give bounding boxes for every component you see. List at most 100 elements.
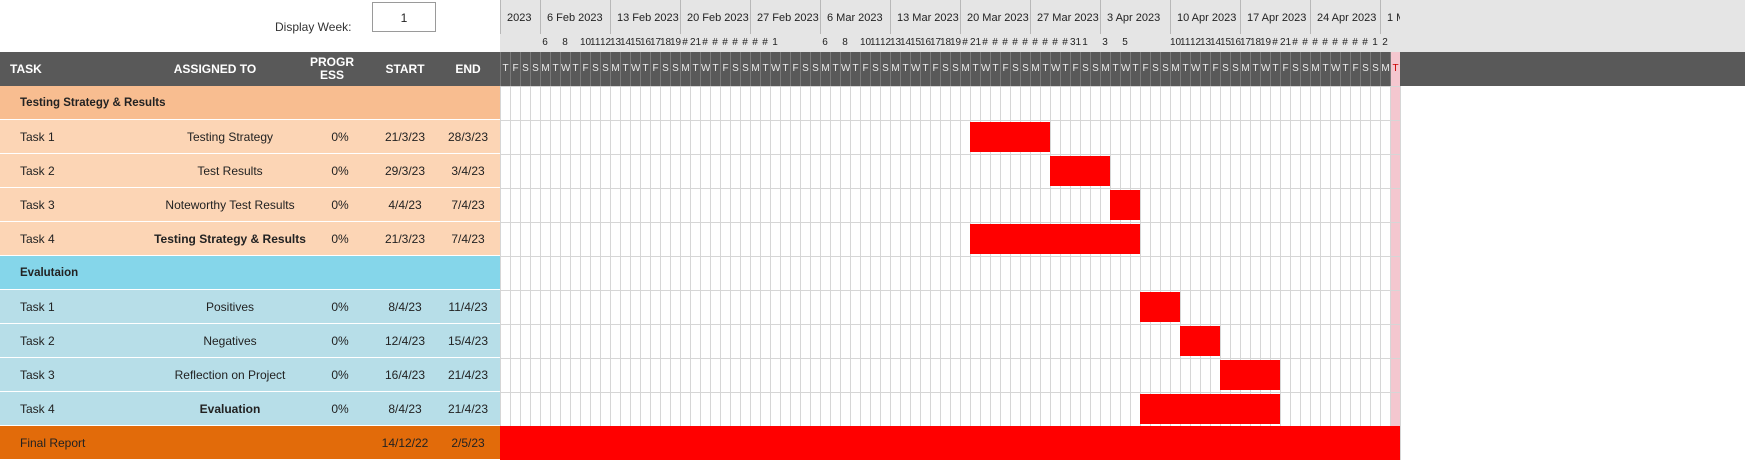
start-date[interactable]: 12/4/23: [384, 333, 426, 348]
progress-value[interactable]: [315, 426, 365, 459]
day-letter: F: [720, 52, 730, 86]
end-date[interactable]: 11/4/23: [448, 299, 488, 314]
progress-value[interactable]: [315, 256, 365, 289]
day-letter: T: [1390, 52, 1400, 86]
start-date[interactable]: 29/3/23: [384, 163, 426, 178]
day-number: #: [1322, 37, 1328, 48]
start-date[interactable]: 8/4/23: [388, 299, 422, 314]
assigned-to[interactable]: Evaluation: [199, 401, 261, 416]
assigned-to[interactable]: Reflection on Project: [174, 367, 286, 382]
final-report-row[interactable]: Final Report 14/12/22 2/5/23: [0, 426, 500, 460]
task-bar[interactable]: [1140, 292, 1180, 322]
final-report-bar[interactable]: [500, 426, 1400, 460]
day-letter: M: [680, 52, 690, 86]
assigned-to[interactable]: Testing Strategy & Results: [154, 231, 306, 246]
task-row[interactable]: Task 3 Noteworthy Test Results 0% 4/4/23 7/4…: [0, 188, 500, 222]
end-date[interactable]: [438, 86, 498, 119]
day-letter: F: [1280, 52, 1290, 86]
task-bar[interactable]: [1220, 360, 1280, 390]
task-name[interactable]: Final Report: [20, 435, 86, 450]
day-letter: M: [540, 52, 550, 86]
column-header-end[interactable]: END: [455, 61, 481, 76]
day-number: #: [1332, 37, 1338, 48]
task-row[interactable]: Task 1 Positives 0% 8/4/23 11/4/23: [0, 290, 500, 324]
start-date[interactable]: 4/4/23: [388, 197, 422, 212]
day-letter: T: [970, 52, 980, 86]
day-letter: W: [1050, 52, 1060, 86]
progress-value[interactable]: 0%: [331, 401, 349, 416]
task-name[interactable]: Evalutaion: [20, 266, 79, 279]
end-date[interactable]: 21/4/23: [447, 367, 489, 382]
task-bar[interactable]: [1110, 190, 1140, 220]
start-date[interactable]: 16/4/23: [384, 367, 426, 382]
task-name[interactable]: Testing Strategy & Results: [20, 96, 166, 109]
progress-value[interactable]: 0%: [331, 163, 349, 178]
task-bar[interactable]: [970, 224, 1140, 254]
display-week-input[interactable]: 1: [372, 2, 436, 32]
week-label: 17 Apr 2023: [1240, 0, 1310, 34]
column-header-start[interactable]: START: [385, 61, 425, 76]
assigned-to[interactable]: Positives: [205, 299, 255, 314]
end-date[interactable]: 7/4/23: [451, 197, 485, 212]
day-letter: F: [1350, 52, 1360, 86]
column-header-assigned[interactable]: ASSIGNED TO: [173, 61, 257, 76]
day-number: #: [1022, 37, 1028, 48]
assigned-to[interactable]: Noteworthy Test Results: [165, 197, 295, 212]
task-name[interactable]: Task 4: [20, 231, 55, 246]
task-bar[interactable]: [1180, 326, 1220, 356]
task-row[interactable]: Task 4 Evaluation 0% 8/4/23 21/4/23: [0, 392, 500, 426]
start-date[interactable]: 21/3/23: [384, 129, 426, 144]
progress-value[interactable]: 0%: [331, 231, 349, 246]
start-date[interactable]: 8/4/23: [388, 401, 422, 416]
section-row[interactable]: Testing Strategy & Results: [0, 86, 500, 120]
progress-value[interactable]: 0%: [331, 367, 349, 382]
day-number: #: [1042, 37, 1048, 48]
start-date[interactable]: 14/12/22: [381, 435, 429, 450]
task-row[interactable]: Task 2 Negatives 0% 12/4/23 15/4/23: [0, 324, 500, 358]
task-row[interactable]: Task 4 Testing Strategy & Results 0% 21/3/2…: [0, 222, 500, 256]
task-name[interactable]: Task 3: [20, 367, 55, 382]
assigned-to[interactable]: Negatives: [203, 333, 257, 348]
end-date[interactable]: 28/3/23: [447, 129, 489, 144]
task-name[interactable]: Task 1: [20, 129, 55, 144]
end-date[interactable]: 21/4/23: [447, 401, 489, 416]
task-row[interactable]: Task 1 Testing Strategy 0% 21/3/23 28/3/23: [0, 120, 500, 154]
column-header-progress[interactable]: PROGRESS: [309, 55, 354, 82]
task-name[interactable]: Task 1: [20, 299, 55, 314]
task-name[interactable]: Task 2: [20, 163, 55, 178]
task-name[interactable]: Task 3: [20, 197, 55, 212]
task-bar[interactable]: [970, 122, 1050, 152]
task-name[interactable]: Task 2: [20, 333, 55, 348]
end-date[interactable]: 2/5/23: [451, 435, 485, 450]
day-letter: W: [840, 52, 850, 86]
progress-value[interactable]: 0%: [331, 299, 349, 314]
day-number: 12: [880, 37, 892, 48]
end-date[interactable]: 3/4/23: [451, 163, 485, 178]
end-date[interactable]: 7/4/23: [451, 231, 485, 246]
task-bar[interactable]: [1050, 156, 1110, 186]
day-letter: F: [930, 52, 940, 86]
task-name[interactable]: Task 4: [20, 401, 55, 416]
task-row[interactable]: Task 2 Test Results 0% 29/3/23 3/4/23: [0, 154, 500, 188]
assigned-to[interactable]: Testing Strategy: [186, 129, 274, 144]
end-date[interactable]: 15/4/23: [447, 333, 489, 348]
start-date[interactable]: 21/3/23: [384, 231, 426, 246]
assigned-to[interactable]: Test Results: [197, 163, 263, 178]
progress-value[interactable]: 0%: [331, 129, 349, 144]
day-letter: F: [580, 52, 590, 86]
progress-value[interactable]: 0%: [331, 333, 349, 348]
task-bar[interactable]: [1140, 394, 1280, 424]
day-number: #: [1302, 37, 1308, 48]
day-letter: S: [1230, 52, 1240, 86]
start-date[interactable]: [375, 256, 435, 289]
start-date[interactable]: [375, 86, 435, 119]
week-label: 1 M: [1380, 0, 1400, 34]
day-letter: S: [870, 52, 880, 86]
task-row[interactable]: Task 3 Reflection on Project 0% 16/4/23 21/4…: [0, 358, 500, 392]
week-label: 27 Feb 2023: [750, 0, 820, 34]
column-header-task[interactable]: TASK: [10, 61, 42, 76]
progress-value[interactable]: [315, 86, 365, 119]
section-row[interactable]: Evalutaion: [0, 256, 500, 290]
progress-value[interactable]: 0%: [331, 197, 349, 212]
end-date[interactable]: [438, 256, 498, 289]
